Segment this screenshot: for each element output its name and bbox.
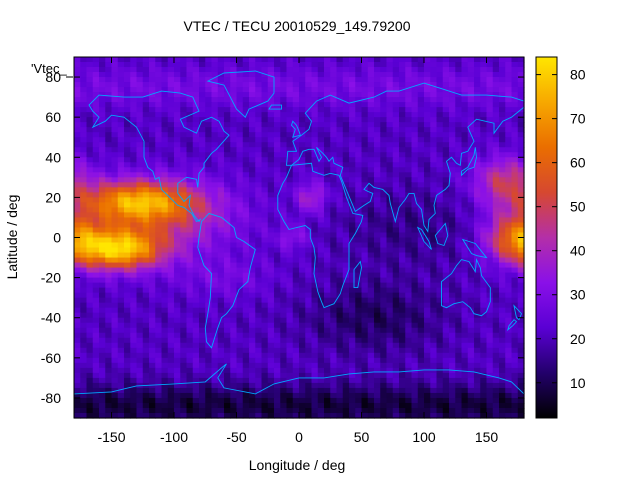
y-axis-label: Latitude / deg bbox=[4, 195, 20, 280]
y-tick-label: 20 bbox=[45, 189, 61, 205]
y-tick-label: 40 bbox=[45, 149, 61, 165]
chart-title: VTEC / TECU 20010529_149.79200 bbox=[183, 18, 410, 34]
x-tick-label: 150 bbox=[475, 429, 499, 445]
coastline-sumatra bbox=[416, 226, 432, 250]
x-tick-label: 50 bbox=[354, 429, 370, 445]
x-tick-label: -100 bbox=[160, 429, 188, 445]
coastline-new-zealand-s bbox=[506, 319, 518, 332]
coastline-uk bbox=[290, 120, 301, 138]
x-axis-label: Longitude / deg bbox=[249, 457, 346, 473]
colorbar-tick-label: 70 bbox=[570, 111, 586, 127]
y-axis-ticks: -80 -60 -40 -20 0 20 40 60 80 bbox=[41, 69, 524, 406]
coastline-madagascar bbox=[353, 260, 362, 289]
x-tick-label: 100 bbox=[412, 429, 436, 445]
colorbar-tick-label: 20 bbox=[570, 331, 586, 347]
colorbar-tick-label: 40 bbox=[570, 243, 586, 259]
y-tick-label: -60 bbox=[41, 350, 61, 366]
x-tick-label: 0 bbox=[295, 429, 303, 445]
y-tick-label: 80 bbox=[45, 69, 61, 85]
coastline-new-zealand-n bbox=[513, 304, 523, 321]
colorbar-tick-label: 30 bbox=[570, 287, 586, 303]
legend-label: 'Vtec_ bbox=[31, 61, 67, 76]
y-tick-label: -20 bbox=[41, 270, 61, 286]
colorbar-tick-label: 10 bbox=[570, 375, 586, 391]
y-tick-label: -40 bbox=[41, 310, 61, 326]
colorbar bbox=[535, 56, 558, 419]
coastline-new-guinea bbox=[461, 238, 488, 259]
coastline-japan bbox=[461, 147, 477, 177]
colorbar-tick-label: 60 bbox=[570, 155, 586, 171]
x-tick-label: -50 bbox=[226, 429, 246, 445]
coastline-north-america bbox=[88, 90, 230, 223]
y-tick-label: 0 bbox=[53, 230, 61, 246]
x-axis-ticks: -150 -100 -50 0 50 100 150 bbox=[97, 57, 498, 445]
coastline-overlay bbox=[73, 70, 525, 395]
colorbar-tick-label: 80 bbox=[570, 67, 586, 83]
colorbar-tick-label: 50 bbox=[570, 199, 586, 215]
y-tick-label: 60 bbox=[45, 109, 61, 125]
coastline-africa bbox=[277, 162, 364, 309]
coastline-iceland bbox=[268, 104, 282, 110]
x-tick-label: -150 bbox=[97, 429, 125, 445]
heatmap-layer bbox=[74, 57, 525, 419]
coastline-antarctica bbox=[73, 363, 525, 395]
coastline-australia bbox=[441, 257, 491, 317]
y-tick-label: -80 bbox=[41, 390, 61, 406]
coastline-greenland bbox=[206, 70, 275, 118]
coastline-south-america bbox=[197, 212, 256, 349]
colorbar-ticks: 10 20 30 40 50 60 70 80 bbox=[536, 67, 586, 391]
coastline-europe-asia bbox=[286, 82, 525, 233]
coastline-borneo bbox=[434, 222, 449, 247]
